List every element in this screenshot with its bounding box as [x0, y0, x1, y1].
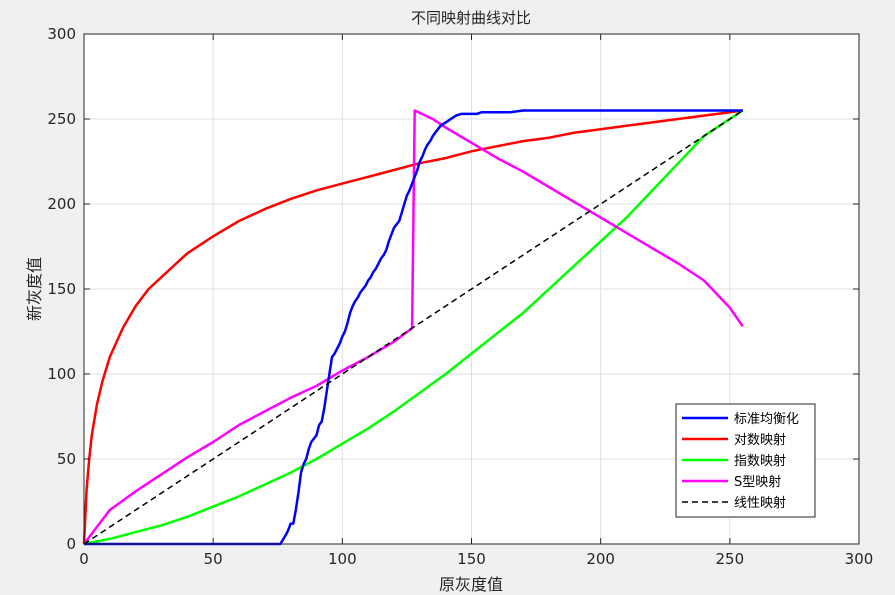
y-axis-label: 新灰度值 [25, 257, 44, 321]
y-tick-label: 100 [47, 365, 76, 383]
series-layer [82, 109, 744, 546]
series-line-3 [83, 109, 744, 546]
legend-label: 指数映射 [734, 453, 786, 469]
legend-label: S型映射 [734, 474, 781, 490]
x-tick-label: 300 [845, 550, 874, 568]
x-tick-label: 200 [586, 550, 615, 568]
series-line-1 [84, 109, 743, 546]
y-tick-label: 200 [47, 195, 76, 213]
y-tick-label: 150 [47, 280, 76, 298]
series-line-2 [82, 109, 743, 545]
x-tick-label: 50 [204, 550, 223, 568]
legend-label: 标准均衡化 [734, 412, 799, 427]
y-tick-label: 250 [47, 110, 76, 128]
x-axis-label: 原灰度值 [439, 575, 503, 594]
x-tick-label: 0 [79, 550, 89, 568]
y-tick-label: 0 [66, 535, 76, 553]
y-tick-label: 300 [47, 25, 76, 43]
x-tick-label: 150 [457, 550, 486, 568]
x-tick-label: 100 [328, 550, 357, 568]
series-line-4 [83, 109, 744, 545]
legend-label: 线性映射 [734, 495, 786, 511]
series-line-5 [83, 109, 744, 545]
x-tick-label: 250 [716, 550, 745, 568]
y-tick-label: 50 [57, 450, 76, 468]
ticks: 0 50 100 150 200 250 300 0 50 100 150 200 250 300 [47, 25, 873, 568]
chart-title: 不同映射曲线对比 [411, 9, 531, 27]
legend-label: 对数映射 [734, 432, 786, 448]
